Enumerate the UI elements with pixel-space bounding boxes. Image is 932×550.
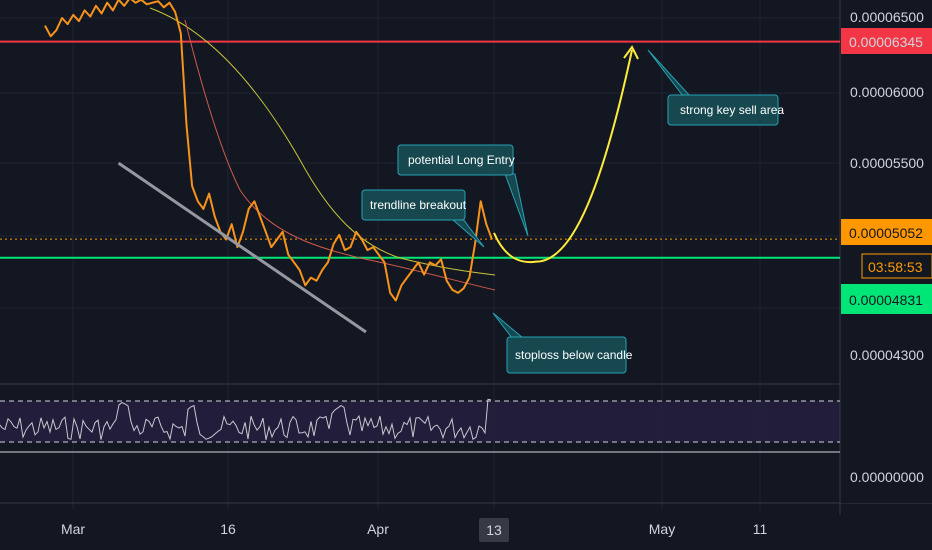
grid (0, 0, 840, 510)
date-tick: Apr (367, 521, 389, 537)
projection-curve[interactable] (493, 49, 633, 264)
annotation-label: potential Long Entry (408, 153, 515, 167)
moving-average-red (184, 19, 496, 291)
rsi-band (0, 401, 840, 442)
series-group (44, 0, 493, 302)
price-tag-current: 0.00005052 (841, 219, 932, 245)
annotation-label: trendline breakout (370, 198, 467, 212)
date-tick: 13 (486, 522, 502, 538)
rsi-tick: 0.00000000 (850, 469, 924, 485)
horizontal-levels (0, 40, 840, 259)
price-tick: 0.00005500 (850, 155, 924, 171)
trendline[interactable] (117, 161, 367, 334)
date-tick: 16 (220, 521, 236, 537)
rsi-line (0, 398, 492, 441)
price-tag-support: 0.00004831 (841, 284, 932, 314)
price-tick: 0.00006500 (850, 9, 924, 25)
annotation-label: strong key sell area (680, 103, 784, 117)
svg-text:0.00004831: 0.00004831 (849, 292, 923, 308)
date-tick: May (649, 521, 675, 537)
price-axis[interactable] (841, 0, 932, 503)
countdown-tag: 03:58:53 (861, 253, 932, 279)
price-tag-resistance: 0.00006345 (841, 28, 932, 54)
price-tick: 0.00006000 (850, 84, 924, 100)
annotation-stoploss-below-candle[interactable]: stoploss below candle (492, 312, 633, 374)
svg-text:03:58:53: 03:58:53 (868, 259, 923, 275)
annotation-label: stoploss below candle (515, 348, 633, 362)
annotation-strong-key-sell-area[interactable]: strong key sell area (647, 49, 784, 126)
projection-arrowhead (623, 45, 639, 60)
date-tick-highlight: 13 (479, 518, 509, 542)
annotation-trendline-breakout[interactable]: trendline breakout (361, 189, 485, 248)
price-series-line[interactable] (44, 0, 493, 302)
time-axis[interactable] (0, 515, 840, 550)
svg-text:0.00006345: 0.00006345 (849, 34, 923, 50)
date-tick: 11 (753, 521, 768, 537)
date-tick: Mar (61, 521, 85, 537)
svg-text:0.00005052: 0.00005052 (849, 225, 923, 241)
moving-average-yellow (149, 7, 496, 276)
annotation-potential-long-entry[interactable]: potential Long Entry (397, 144, 529, 237)
price-tick: 0.00004300 (850, 347, 924, 363)
